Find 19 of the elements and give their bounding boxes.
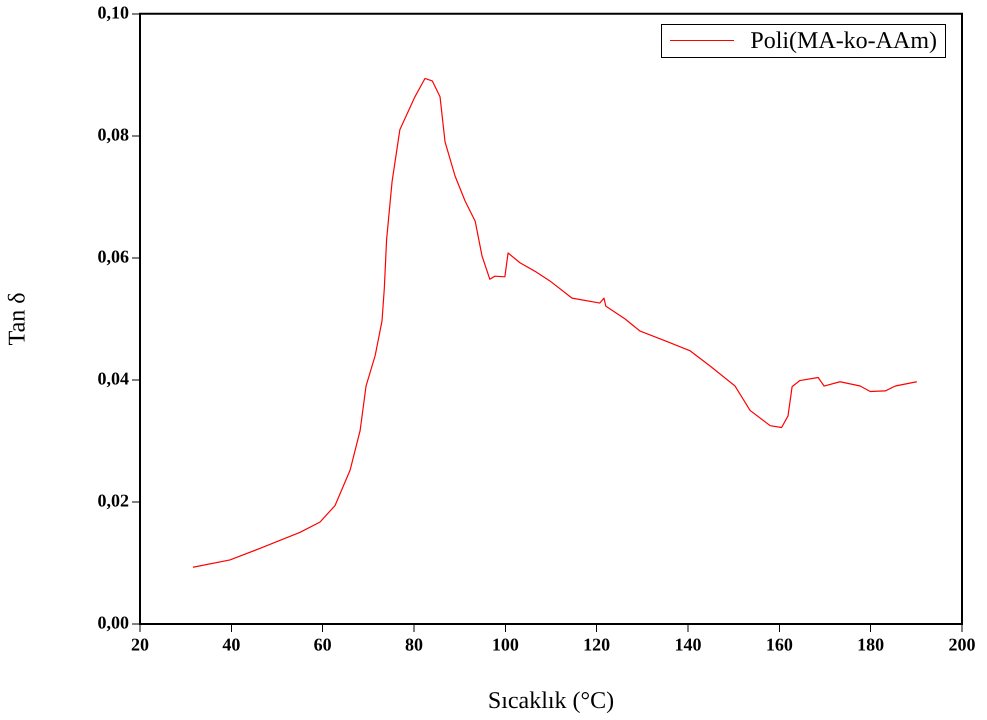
y-tick-label: 0,08 xyxy=(98,124,129,144)
x-axis-title: Sıcaklık (°C) xyxy=(488,688,614,714)
x-tick-label: 60 xyxy=(314,634,332,654)
x-tick-label: 40 xyxy=(222,634,240,654)
y-tick-label: 0,10 xyxy=(98,2,129,22)
y-tick-label: 0,02 xyxy=(98,490,129,511)
y-tick-label: 0,04 xyxy=(98,368,129,389)
x-tick-label: 200 xyxy=(948,634,976,654)
x-tick-label: 160 xyxy=(766,634,793,654)
x-tick-label: 180 xyxy=(857,634,884,654)
legend-label: Poli(MA-ko-AAm) xyxy=(750,26,937,55)
x-tick-label: 140 xyxy=(674,634,702,654)
x-tick-label: 100 xyxy=(492,634,519,654)
x-tick-label: 80 xyxy=(405,634,423,654)
y-tick-label: 0,00 xyxy=(98,612,129,633)
y-tick-label: 0,06 xyxy=(98,246,129,267)
x-tick-label: 120 xyxy=(583,634,610,654)
y-axis-title: Tan δ xyxy=(4,292,31,346)
x-tick-label: 20 xyxy=(131,634,149,654)
